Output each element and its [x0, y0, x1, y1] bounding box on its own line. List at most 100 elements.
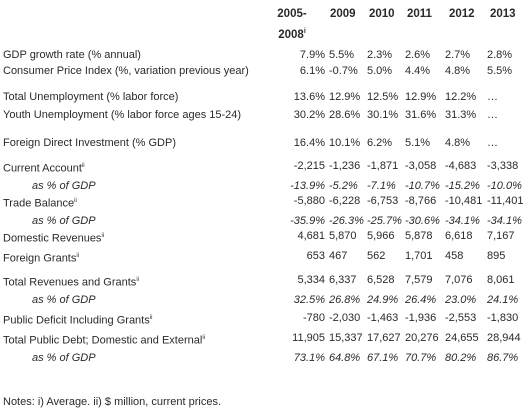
row-label-text: Public Deficit Including Grants: [3, 314, 150, 327]
header-2005-2008-note: i: [303, 28, 306, 35]
table-row: Public Deficit Including Grantsii -780 -2,…: [0, 312, 528, 332]
cell-value: 70.7%: [405, 352, 437, 364]
row-label: Trade Balanceii: [0, 195, 266, 215]
row-label-text: Foreign Grants: [3, 252, 77, 265]
row-label-text: as % of GDP: [32, 352, 96, 364]
cell-value: 28,944: [487, 332, 521, 344]
cell-value: 5,334: [297, 274, 325, 286]
cell-value: 2.6%: [405, 49, 431, 61]
cell-value: 24.1%: [487, 294, 519, 306]
header-2012: 2012: [449, 8, 475, 20]
cell-value: 31.6%: [405, 109, 437, 121]
row-label-note: ii: [81, 163, 85, 169]
cell-value: -4,683: [445, 160, 477, 172]
row-label-text: Foreign Direct Investment (% GDP): [3, 137, 176, 149]
cell-value: 562: [367, 250, 386, 262]
cell-value: -3,058: [405, 160, 437, 172]
row-label-text: Consumer Price Index (%, variation previ…: [3, 65, 249, 77]
cell-value: 13.6%: [293, 91, 325, 103]
cell-value: 30.1%: [367, 109, 399, 121]
cell-value: 7.9%: [299, 49, 325, 61]
cell-value: 4.8%: [445, 65, 471, 77]
row-label: Consumer Price Index (%, variation previ…: [0, 65, 266, 91]
header-2011: 2011: [407, 8, 432, 20]
cell-value: 2.8%: [487, 49, 513, 61]
row-label-text: as % of GDP: [32, 294, 96, 306]
cell-value: 32.5%: [293, 294, 325, 306]
table-row: Foreign Grantsii 653 467 562 1,701 458 895: [0, 250, 528, 274]
header-col-2005-2008: 2005-2008i: [272, 6, 312, 44]
cell-value: 12.2%: [445, 91, 477, 103]
table-row: as % of GDP -35.9% -26.3% -25.7% -30.6% -34.1…: [0, 215, 528, 230]
row-label: Foreign Grantsii: [0, 250, 266, 274]
cell-value: -2,215: [293, 160, 325, 172]
cell-value: 5.5%: [329, 49, 355, 61]
cell-value: -25.7%: [367, 215, 402, 227]
cell-value: 26.4%: [405, 294, 437, 306]
row-label: as % of GDP: [0, 352, 266, 370]
cell-value: 5,966: [367, 230, 395, 242]
cell-value: 1,701: [405, 250, 433, 262]
cell-value: 10.1%: [329, 137, 361, 149]
row-label-note: ii: [76, 253, 80, 259]
cell-value: 5,870: [329, 230, 357, 242]
cell-value: 6,528: [367, 274, 395, 286]
cell-value: …: [487, 91, 498, 103]
row-label-note: ii: [74, 198, 77, 204]
cell-value: 6,618: [445, 230, 473, 242]
cell-value: 2.7%: [445, 49, 471, 61]
cell-value: …: [487, 109, 498, 121]
indicators-table-body: GDP growth rate (% annual) 7.9% 5.5% 2.3% 2.…: [0, 49, 528, 370]
cell-value: -8,766: [405, 195, 437, 207]
cell-value: 73.1%: [293, 352, 325, 364]
cell-value: -1,936: [405, 312, 437, 324]
cell-value: 4.4%: [405, 65, 431, 77]
table-row: Trade Balanceii -5,880 -6,228 -6,753 -8,766-…: [0, 195, 528, 215]
row-label: Domestic Revenuesii: [0, 230, 266, 250]
row-label-text: Current Account: [3, 162, 82, 175]
cell-value: 8,061: [487, 274, 515, 286]
cell-value: -6,228: [329, 195, 361, 207]
row-label: GDP growth rate (% annual): [0, 49, 266, 65]
cell-value: 30.2%: [293, 109, 325, 121]
cell-value: -30.6%: [405, 215, 440, 227]
cell-value: -15.2%: [445, 180, 480, 192]
cell-value: -34.1%: [445, 215, 480, 227]
row-label-text: Youth Unemployment (% labor force ages 1…: [3, 109, 242, 121]
cell-value: 4.8%: [445, 137, 471, 149]
table-row: Total Unemployment (% labor force) 13.6% 1…: [0, 91, 528, 109]
cell-value: -0.7%: [329, 65, 358, 77]
row-label-text: Trade Balance: [3, 197, 75, 210]
table-row: as % of GDP -13.9% -5.2% -7.1% -10.7% -15.2% -…: [0, 180, 528, 195]
row-label-note: ii: [136, 277, 139, 283]
row-label-text: Domestic Revenues: [3, 232, 102, 245]
cell-value: 17,627: [367, 332, 401, 344]
row-label-note: ii: [202, 335, 205, 341]
row-label-text: Total Public Debt; Domestic and External: [3, 334, 203, 347]
row-label-text: as % of GDP: [32, 180, 96, 192]
cell-value: 20,276: [405, 332, 439, 344]
table-row: as % of GDP 73.1% 64.8% 67.1% 70.7% 80.2% 86.7…: [0, 352, 528, 370]
cell-value: 80.2%: [445, 352, 477, 364]
row-label: as % of GDP: [0, 294, 266, 312]
table-row: as % of GDP 32.5% 26.8% 24.9% 26.4% 23.0% 24.1…: [0, 294, 528, 312]
row-label-note: ii: [149, 315, 153, 321]
row-label: as % of GDP: [0, 215, 266, 230]
cell-value: -34.1%: [487, 215, 522, 227]
cell-value: -2,553: [445, 312, 477, 324]
row-label: Youth Unemployment (% labor force ages 1…: [0, 109, 266, 137]
cell-value: 67.1%: [367, 352, 399, 364]
table-notes: Notes: i) Average. ii) $ million, curren…: [3, 396, 222, 408]
cell-value: 12.9%: [405, 91, 437, 103]
header-2010: 2010: [369, 8, 395, 20]
cell-value: 6.2%: [367, 137, 393, 149]
row-label: Current Accountii: [0, 160, 266, 180]
cell-value: -5.2%: [329, 180, 358, 192]
table-row: Youth Unemployment (% labor force ages 1…: [0, 109, 528, 137]
row-label: Public Deficit Including Grantsii: [0, 312, 266, 332]
cell-value: -1,871: [367, 160, 399, 172]
cell-value: -1,236: [329, 160, 361, 172]
row-label-text: Total Unemployment (% labor force): [3, 91, 179, 103]
cell-value: 15,337: [329, 332, 363, 344]
